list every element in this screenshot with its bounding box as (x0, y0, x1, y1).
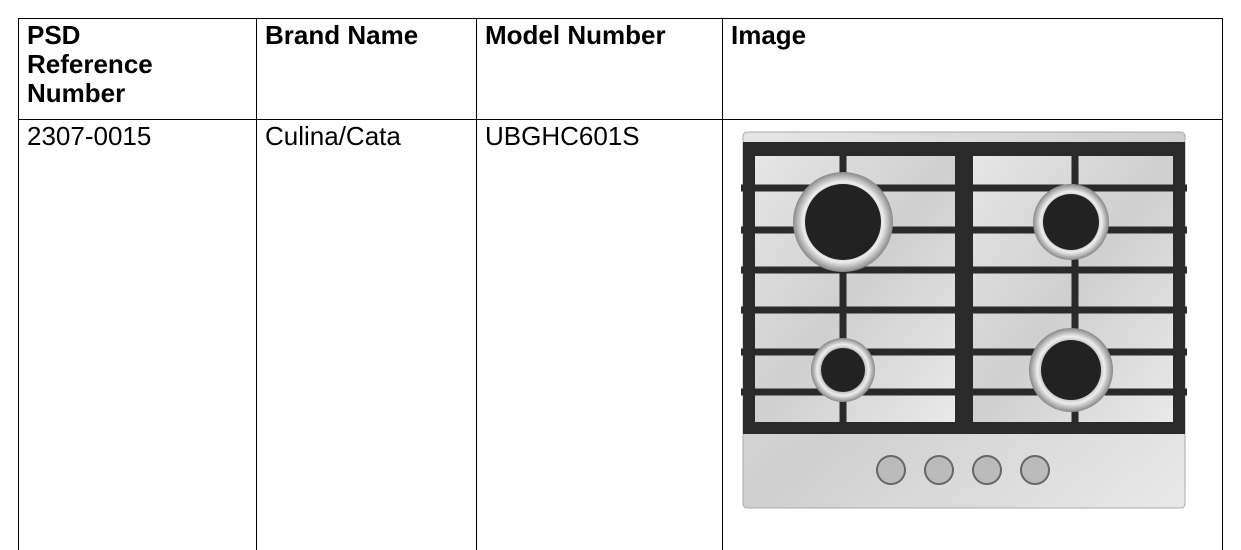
page: PSD Reference Number Brand Name Model Nu… (0, 0, 1241, 506)
data-row: 2307-0015 Culina/Cata UBGHC601S (19, 120, 1223, 550)
header-cell: Image (723, 19, 1223, 120)
spec-table: PSD Reference Number Brand Name Model Nu… (18, 18, 1223, 550)
cell: 2307-0015 (19, 120, 257, 550)
image-cell (723, 120, 1223, 550)
cell: Culina/Cata (257, 120, 477, 550)
cell: UBGHC601S (477, 120, 723, 550)
header-row: PSD Reference Number Brand Name Model Nu… (19, 19, 1223, 120)
header-cell: Brand Name (257, 19, 477, 120)
header-cell: PSD Reference Number (19, 19, 257, 120)
header-text: PSD Reference Number (27, 21, 177, 108)
header-cell: Model Number (477, 19, 723, 120)
cooktop-image (741, 130, 1187, 510)
